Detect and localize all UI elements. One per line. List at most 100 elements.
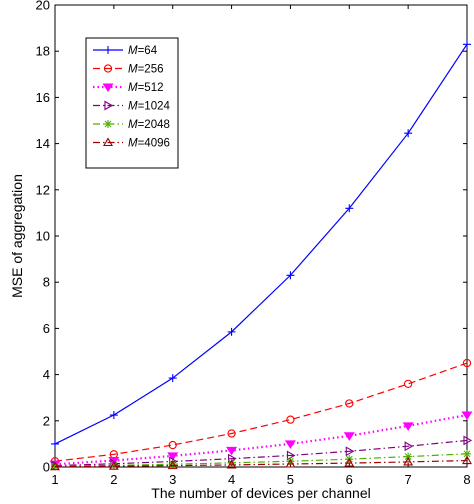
data-point bbox=[403, 379, 413, 388]
data-point bbox=[168, 440, 177, 450]
data-point bbox=[227, 327, 236, 336]
data-point bbox=[345, 204, 354, 213]
data-point bbox=[344, 457, 355, 467]
legend-label-var: M bbox=[128, 45, 138, 57]
legend-label-var: M bbox=[128, 82, 138, 94]
legend-label: M=64 bbox=[128, 45, 158, 57]
data-point bbox=[404, 452, 413, 461]
x-tick-label: 4 bbox=[228, 472, 235, 487]
data-point bbox=[226, 446, 238, 456]
legend-marker bbox=[102, 83, 114, 93]
x-tick-label: 3 bbox=[169, 472, 176, 487]
legend-entry: M=64 bbox=[93, 45, 158, 57]
legend-label-value: =4096 bbox=[138, 138, 170, 150]
x-tick-label: 6 bbox=[346, 472, 353, 487]
data-point bbox=[463, 435, 473, 446]
legend-label: M=256 bbox=[128, 64, 164, 76]
y-tick-label: 4 bbox=[43, 367, 50, 382]
data-point bbox=[463, 449, 471, 458]
data-point bbox=[50, 461, 60, 471]
data-point bbox=[345, 446, 355, 457]
legend-entry: M=512 bbox=[93, 82, 164, 94]
series-line bbox=[54, 413, 468, 466]
legend-label-value: =512 bbox=[138, 82, 164, 94]
legend-marker bbox=[103, 137, 113, 147]
x-tick-label: 2 bbox=[110, 472, 117, 487]
data-point bbox=[404, 129, 413, 138]
data-point bbox=[168, 374, 177, 383]
legend-entry: M=256 bbox=[93, 64, 164, 76]
y-tick-label: 0 bbox=[43, 460, 50, 475]
data-point bbox=[286, 415, 295, 424]
series-layer bbox=[49, 40, 473, 471]
legend-entry: M=2048 bbox=[93, 119, 170, 131]
series-line bbox=[54, 459, 468, 468]
series-line bbox=[54, 43, 468, 445]
legend-label-value: =2048 bbox=[138, 119, 170, 131]
data-point bbox=[51, 439, 59, 448]
series-line bbox=[54, 439, 468, 467]
data-point bbox=[286, 457, 295, 466]
legend-label-value: =64 bbox=[138, 45, 158, 57]
data-point bbox=[227, 458, 236, 467]
data-point bbox=[284, 440, 296, 449]
legend-label: M=4096 bbox=[128, 138, 170, 150]
data-point bbox=[167, 452, 179, 461]
legend-label-value: =256 bbox=[138, 64, 164, 76]
legend-label-value: =1024 bbox=[138, 101, 171, 113]
x-tick-label: 7 bbox=[405, 472, 412, 487]
legend-label: M=1024 bbox=[128, 101, 170, 113]
data-point bbox=[108, 461, 119, 470]
data-point bbox=[226, 459, 237, 469]
data-point bbox=[404, 441, 414, 452]
legend-label-var: M bbox=[128, 119, 138, 131]
legend-label: M=2048 bbox=[128, 119, 170, 131]
data-point bbox=[462, 455, 472, 465]
data-point bbox=[343, 432, 355, 441]
y-tick-label: 20 bbox=[36, 0, 50, 13]
data-point bbox=[227, 429, 236, 438]
legend-label: M=512 bbox=[128, 82, 164, 94]
data-point bbox=[462, 358, 472, 368]
data-point bbox=[463, 40, 471, 49]
legend-marker bbox=[103, 64, 113, 73]
series-m-256 bbox=[50, 358, 472, 466]
y-tick-label: 10 bbox=[36, 229, 50, 244]
y-tick-label: 14 bbox=[36, 136, 50, 151]
x-tick-label: 1 bbox=[51, 472, 58, 487]
y-axis-title: MSE of aggregation bbox=[9, 174, 25, 298]
y-tick-label: 16 bbox=[36, 90, 50, 105]
data-point bbox=[109, 411, 118, 420]
y-tick-label: 12 bbox=[36, 182, 50, 197]
y-tick-label: 18 bbox=[36, 44, 50, 59]
series-line bbox=[54, 362, 468, 462]
data-point bbox=[167, 460, 178, 470]
data-point bbox=[461, 411, 473, 421]
legend-marker bbox=[104, 120, 112, 128]
data-point bbox=[402, 422, 414, 431]
legend-label-var: M bbox=[128, 64, 138, 76]
y-tick-label: 8 bbox=[43, 275, 50, 290]
data-point bbox=[403, 456, 414, 466]
series-m-4096 bbox=[50, 455, 472, 471]
series-line bbox=[54, 453, 468, 467]
x-tick-label: 5 bbox=[287, 472, 294, 487]
legend-entry: M=4096 bbox=[93, 137, 170, 150]
legend-marker bbox=[104, 46, 112, 54]
y-tick-label: 2 bbox=[43, 413, 50, 428]
data-point bbox=[345, 399, 354, 408]
data-point bbox=[285, 458, 296, 468]
series-m-64 bbox=[51, 40, 471, 448]
legend-entry: M=1024 bbox=[93, 101, 170, 113]
data-point bbox=[168, 460, 177, 469]
legend-marker bbox=[104, 100, 114, 111]
y-axis: 0 2 4 6 8 10 12 14 16 18 20 bbox=[36, 0, 467, 475]
y-tick-label: 6 bbox=[43, 321, 50, 336]
legend-label-var: M bbox=[128, 101, 138, 113]
legend-box bbox=[85, 37, 179, 169]
data-point bbox=[109, 461, 118, 470]
data-point bbox=[286, 271, 295, 280]
x-axis-title: The number of devices per channel bbox=[151, 485, 370, 501]
